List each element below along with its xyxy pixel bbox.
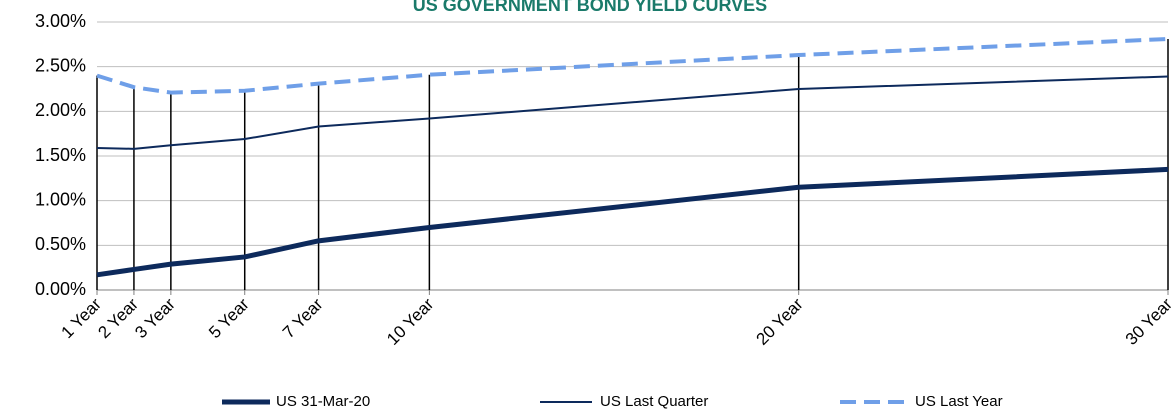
x-tick-label: 10 Year xyxy=(383,294,437,348)
x-tick-label: 2 Year xyxy=(94,294,142,342)
y-tick-label: 2.50% xyxy=(35,55,86,75)
series-line xyxy=(96,166,1169,278)
x-tick-label: 3 Year xyxy=(131,294,179,342)
legend-item: US Last Year xyxy=(840,393,1003,409)
legend-label: US Last Quarter xyxy=(600,393,708,409)
legend-item: US Last Quarter xyxy=(540,393,708,409)
x-tick-label: 1 Year xyxy=(57,294,105,342)
y-tick-label: 0.50% xyxy=(35,234,86,254)
y-tick-label: 1.00% xyxy=(35,189,86,209)
y-tick-label: 3.00% xyxy=(35,11,86,31)
series-line xyxy=(96,75,1169,150)
x-tick-label: 5 Year xyxy=(205,294,253,342)
x-tick-label: 20 Year xyxy=(752,294,806,348)
y-tick-label: 1.50% xyxy=(35,145,86,165)
chart-title: US GOVERNMENT BOND YIELD CURVES xyxy=(413,0,767,15)
series-line xyxy=(96,36,1169,95)
legend-label: US 31-Mar-20 xyxy=(276,393,370,409)
x-tick-label: 30 Year xyxy=(1122,294,1171,348)
y-tick-label: 2.00% xyxy=(35,100,86,120)
x-tick-label: 7 Year xyxy=(279,294,327,342)
y-tick-label: 0.00% xyxy=(35,279,86,299)
legend-item: US 31-Mar-20 xyxy=(222,393,370,409)
legend-label: US Last Year xyxy=(915,393,1003,409)
